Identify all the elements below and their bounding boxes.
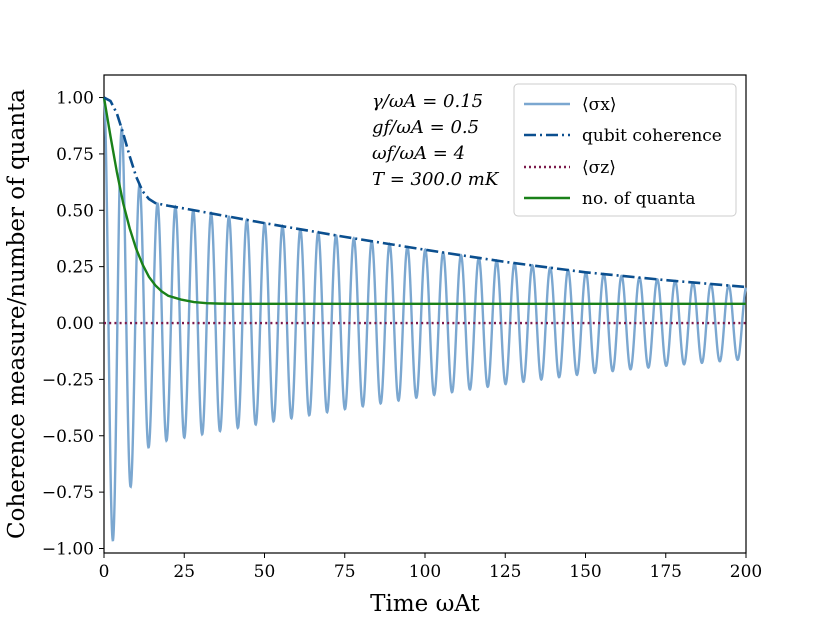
- legend-label-sigma-z: ⟨σz⟩: [582, 158, 616, 178]
- legend-box: [513, 83, 737, 217]
- y-tick-label: 0.50: [56, 201, 94, 221]
- x-tick-label: 0: [99, 562, 110, 582]
- y-tick-label: 0.25: [56, 258, 94, 278]
- series-lines: [102, 96, 748, 542]
- y-tick-label: 0.75: [56, 145, 94, 165]
- x-tick-label: 150: [569, 562, 601, 582]
- y-tick-label: −1.00: [42, 539, 94, 559]
- y-axis-title: Coherence measure/number of quanta: [4, 89, 30, 539]
- x-tick-label: 200: [730, 562, 762, 582]
- x-tick-label: 25: [173, 562, 195, 582]
- legend-label-quanta: no. of quanta: [582, 189, 696, 209]
- y-tick-label: −0.50: [42, 427, 94, 447]
- legend-label-qubit-coherence: qubit coherence: [582, 126, 722, 146]
- legend-label-sigma-x: ⟨σx⟩: [582, 95, 616, 115]
- annotation-block: γ/ωA = 0.15 gf/ωA = 0.5 ωf/ωA = 4 T = 30…: [372, 91, 500, 190]
- x-tick-label: 50: [254, 562, 276, 582]
- y-tick-label: −0.75: [42, 483, 94, 503]
- x-tick-label: 100: [409, 562, 441, 582]
- x-tick-label: 125: [489, 562, 521, 582]
- annotation-omega-f: ωf/ωA = 4: [372, 143, 465, 164]
- series-line-qubit-coherence: [103, 96, 747, 289]
- x-axis-title: Time ωAt: [370, 591, 480, 617]
- y-tick-label: 1.00: [56, 89, 94, 109]
- annotation-gf: gf/ωA = 0.5: [372, 117, 479, 138]
- annotation-gamma: γ/ωA = 0.15: [372, 91, 483, 112]
- x-tick-label: 75: [334, 562, 356, 582]
- y-tick-label: 0.00: [56, 314, 94, 334]
- annotation-temperature: T = 300.0 mK: [372, 169, 500, 190]
- series-line-quanta: [102, 97, 746, 306]
- legend: ⟨σx⟩ qubit coherence ⟨σz⟩ no. of quanta: [513, 83, 737, 217]
- axis-ticks: 0 25 50 75 100 125 150 175 200 −1.00 −0.75 −0.50 −0.…: [42, 89, 762, 582]
- y-tick-label: −0.25: [42, 370, 94, 390]
- x-tick-label: 175: [650, 562, 682, 582]
